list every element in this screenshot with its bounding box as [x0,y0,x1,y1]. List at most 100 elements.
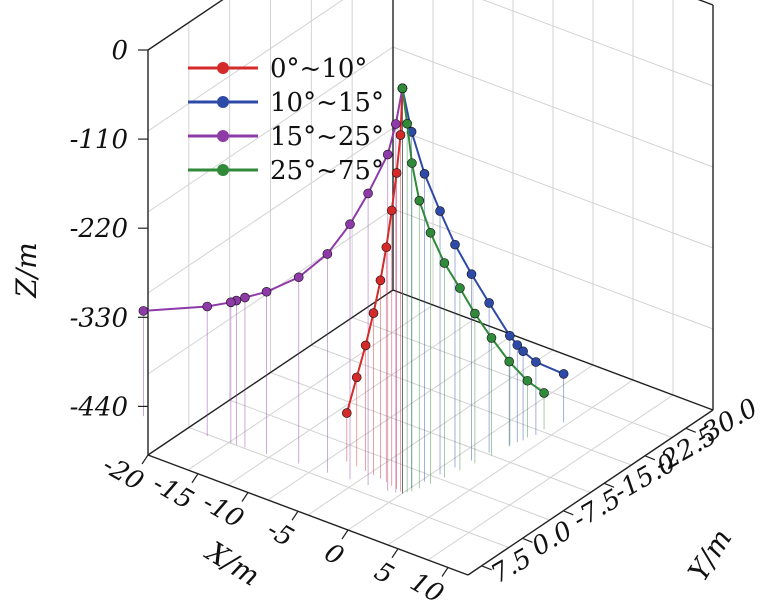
x-tick-label: 5 [369,557,398,591]
series-point [512,340,523,350]
series-point [518,346,528,357]
z-tick-label: -110 [70,125,128,155]
series-point [439,258,450,268]
series-point [470,308,480,319]
legend-item: 25°~75° [188,156,384,186]
y-tick-mark [563,510,574,516]
series-point [202,301,212,312]
legend-swatch-marker [217,164,229,176]
y-axis-title: Y/m [682,523,739,587]
series-point [505,330,515,341]
series-point [522,375,533,386]
drop-lines [142,88,565,494]
y-tick-mark [522,537,533,543]
back-wall-grid-line [482,0,714,87]
y-tick-label: 7.5 [486,543,537,590]
y-tick-label: 0.0 [527,516,578,563]
series-point [455,283,465,293]
series-point [322,249,333,259]
series-point [414,195,425,206]
x-tick-mark [141,454,149,465]
series-point [450,239,460,250]
series-point [486,333,497,343]
x-tick-label: 10 [405,567,449,610]
series-point [391,119,401,129]
series-point [261,286,272,297]
series-point [484,298,494,308]
series-point [138,306,149,316]
series-point [226,297,236,308]
box-edge [467,409,714,576]
z-tick-label: -220 [70,214,128,244]
legend-label: 0°~10° [270,54,367,84]
box-edge [147,0,224,51]
x-tick-mark [441,567,449,577]
series-point [351,372,362,383]
series-point [435,206,445,216]
x-tick-label: -20 [97,450,148,497]
series-point [407,158,417,168]
series-point [386,205,397,216]
z-axis-title: Z/m [10,242,43,298]
left-wall-grid-line [147,46,394,213]
axis-box [147,0,714,576]
series-point [360,340,371,351]
x-tick-mark [291,510,299,521]
legend-swatch-marker [217,96,229,108]
box-edge [147,289,394,456]
x-tick-mark [341,529,349,540]
x-tick-mark [191,473,199,484]
back-wall-grid-line [392,208,714,330]
series-point [293,272,304,283]
legend-swatch-marker [217,62,229,74]
y-tick-label: -30.0 [690,393,763,452]
left-wall-grid-line [147,127,394,294]
series-point [531,357,541,367]
series-layer [138,83,569,418]
x-tick-mark [241,492,249,502]
x-tick-label: -10 [197,488,248,535]
series-point [345,219,355,230]
floor-grid-line [351,317,673,438]
series-point [375,275,386,286]
series-point [397,83,408,94]
series-point [368,308,379,318]
y-tick-mark [481,565,492,571]
series-point [504,356,515,367]
series-point [363,188,373,199]
z-tick-label: -440 [70,392,128,422]
x-axis-title: X/m [199,534,266,593]
legend-label: 10°~15° [270,88,384,118]
series-point [419,169,430,179]
x-tick-mark [391,548,399,559]
series-point [240,292,250,303]
box-edge [147,454,469,576]
series-point [402,118,412,129]
series-point [391,168,402,178]
back-wall-grid-line [392,127,714,249]
back-wall-grid-line [392,46,714,168]
series-point [395,130,406,140]
legend-item: 10°~15° [188,88,384,118]
x-tick-label: -15 [147,469,198,516]
series-point [425,227,436,238]
series-point [382,149,393,160]
series-line-0 [345,88,404,414]
legend-label: 25°~75° [270,156,384,186]
series-point [558,369,569,379]
series-point [381,242,392,253]
floor-grid-line [188,427,510,548]
x-tick-label: -5 [262,515,299,554]
floor-grid-line [229,399,550,521]
legend-item: 15°~25° [188,122,384,152]
y-tick-mark [603,482,615,488]
x-tick-label: 0 [319,538,348,572]
series-point [539,388,549,398]
tick-labels: 0-110-220-330-440-20-15-10 -505 10 7.50.0-7… [70,36,763,610]
legend-item: 0°~10° [188,54,367,84]
legend-label: 15°~25° [270,122,384,152]
y-tick-mark [644,455,656,461]
series-point [466,269,477,279]
